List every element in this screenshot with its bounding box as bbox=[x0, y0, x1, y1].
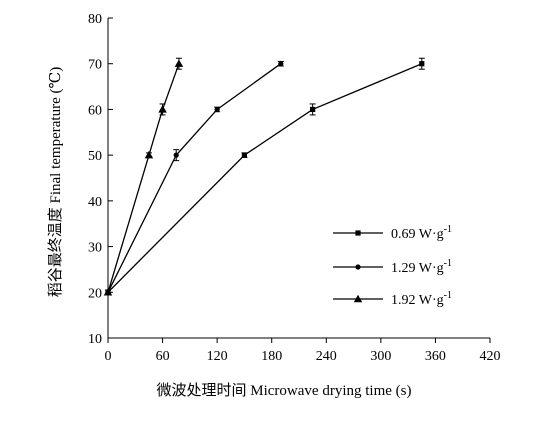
data-point-circle bbox=[173, 152, 179, 158]
data-point-triangle bbox=[144, 150, 154, 159]
data-point-circle bbox=[214, 106, 220, 113]
series-line bbox=[107, 63, 423, 293]
series-line bbox=[107, 63, 282, 293]
series-circle bbox=[105, 60, 284, 296]
y-tick-label: 80 bbox=[88, 12, 102, 27]
legend: 0.69 W·g-1 1.29 W·g-1 1.92 W·g-1 bbox=[333, 224, 452, 308]
x-tick-label: 60 bbox=[156, 349, 170, 364]
series-line bbox=[107, 63, 180, 293]
y-axis-label: 稻谷最终温度 Final temperature (℃) bbox=[47, 67, 64, 297]
x-tick-label: 180 bbox=[261, 349, 282, 364]
x-axis-label: 微波处理时间 Microwave drying time (s) bbox=[157, 382, 412, 399]
legend-label: 1.92 W·g-1 bbox=[391, 290, 452, 308]
x-tick-label: 240 bbox=[316, 349, 337, 364]
data-point-triangle bbox=[353, 294, 363, 303]
y-tick-label: 50 bbox=[88, 149, 102, 164]
legend-label: 0.69 W·g-1 bbox=[391, 224, 452, 242]
y-tick-label: 40 bbox=[88, 195, 102, 210]
data-point-triangle bbox=[158, 105, 167, 113]
data-point-circle bbox=[278, 61, 284, 67]
legend-item: 0.69 W·g-1 bbox=[333, 224, 452, 242]
legend-item: 1.92 W·g-1 bbox=[333, 290, 452, 308]
data-point-square bbox=[241, 152, 248, 158]
series-layer bbox=[103, 57, 425, 296]
legend-label: 1.29 W·g-1 bbox=[391, 258, 452, 276]
x-tick-label: 120 bbox=[207, 349, 228, 364]
data-point-circle bbox=[355, 264, 361, 270]
y-tick-label: 30 bbox=[88, 241, 102, 256]
data-point-triangle bbox=[103, 288, 113, 296]
x-tick-label: 420 bbox=[480, 349, 501, 364]
y-axis-ticks: 10 20 30 40 50 60 70 80 bbox=[88, 12, 113, 347]
data-point-square bbox=[310, 106, 316, 113]
y-tick-label: 60 bbox=[88, 103, 102, 118]
series-triangle bbox=[103, 57, 184, 296]
data-point-square bbox=[355, 230, 361, 236]
y-tick-label: 20 bbox=[88, 286, 102, 301]
x-tick-label: 0 bbox=[105, 349, 112, 364]
y-tick-label: 70 bbox=[88, 58, 102, 73]
axes bbox=[107, 18, 490, 339]
data-point-triangle bbox=[174, 59, 184, 67]
x-axis-ticks: 0 60 120 180 240 300 360 420 bbox=[105, 338, 501, 364]
x-tick-label: 300 bbox=[370, 349, 391, 364]
data-point-square bbox=[419, 61, 425, 67]
legend-item: 1.29 W·g-1 bbox=[333, 258, 452, 276]
y-tick-label: 10 bbox=[88, 332, 102, 347]
x-tick-label: 360 bbox=[425, 349, 446, 364]
series-square bbox=[105, 57, 425, 296]
